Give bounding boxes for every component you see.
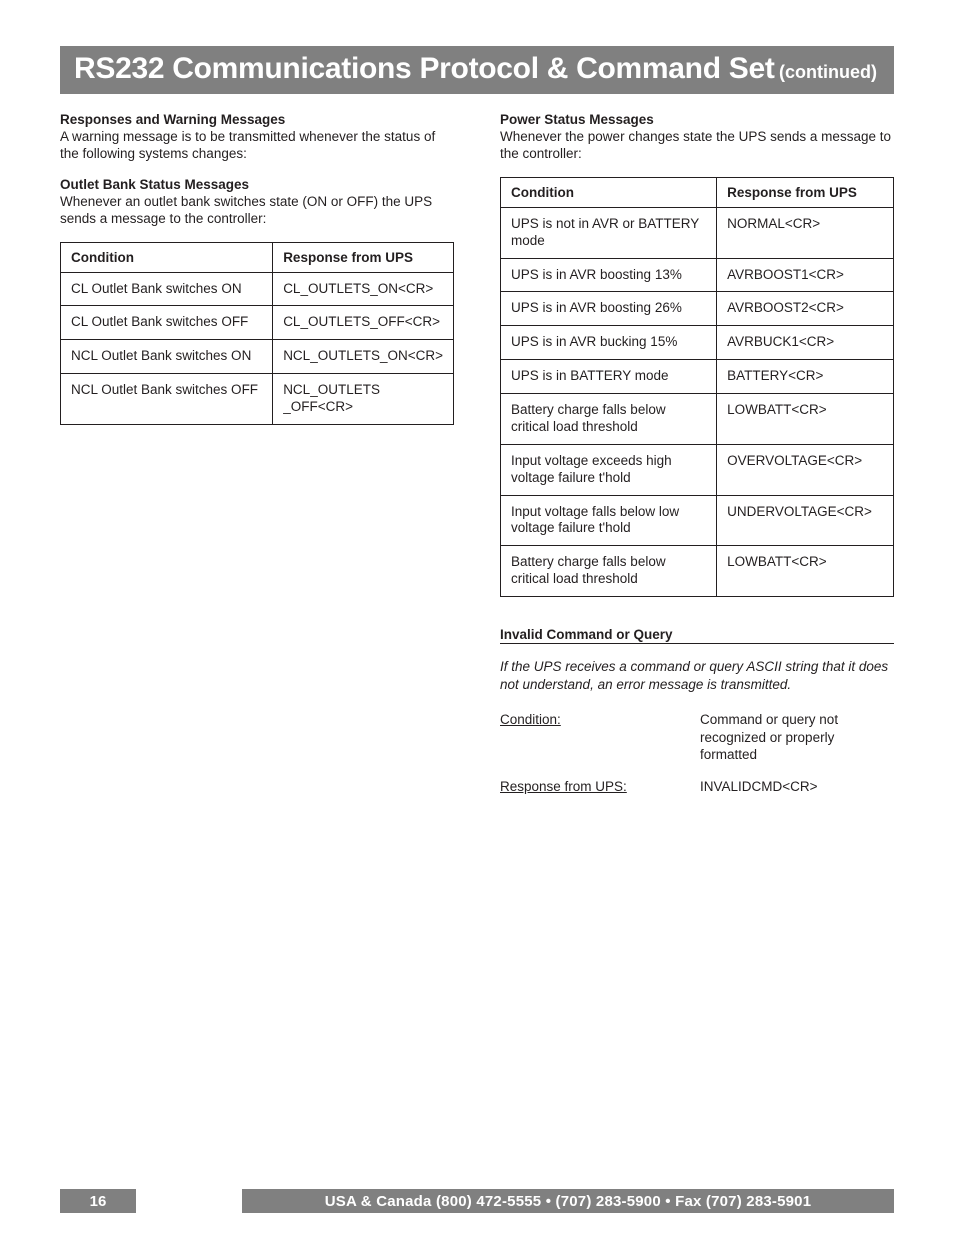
th-condition: Condition <box>501 177 717 207</box>
cell-condition: Input voltage falls below low voltage fa… <box>501 495 717 546</box>
th-response: Response from UPS <box>717 177 894 207</box>
invalid-response-label: Response from UPS: <box>500 778 700 796</box>
footer-spacer <box>136 1189 242 1213</box>
page-title-continued: (continued) <box>779 62 877 82</box>
invalid-response-row: Response from UPS: INVALIDCMD<CR> <box>500 778 894 796</box>
invalid-condition-row: Condition: Command or query not recogniz… <box>500 711 894 764</box>
page-number: 16 <box>60 1189 136 1213</box>
table-row: UPS is in AVR boosting 26% AVRBOOST2<CR> <box>501 292 894 326</box>
cell-condition: Battery charge falls below critical load… <box>501 546 717 597</box>
cell-condition: NCL Outlet Bank switches OFF <box>61 374 273 425</box>
page-title-main: RS232 Communications Protocol & Command … <box>74 52 775 85</box>
cell-condition: UPS is in AVR bucking 15% <box>501 326 717 360</box>
cell-response: LOWBATT<CR> <box>717 394 894 445</box>
invalid-response-value: INVALIDCMD<CR> <box>700 778 894 796</box>
table-row: Input voltage exceeds high voltage failu… <box>501 444 894 495</box>
invalid-condition-label: Condition: <box>500 711 700 764</box>
cell-condition: CL Outlet Bank switches ON <box>61 272 273 306</box>
cell-condition: Input voltage exceeds high voltage failu… <box>501 444 717 495</box>
cell-response: UNDERVOLTAGE<CR> <box>717 495 894 546</box>
table-row: CL Outlet Bank switches ON CL_OUTLETS_ON… <box>61 272 454 306</box>
cell-response: LOWBATT<CR> <box>717 546 894 597</box>
para-responses-warning: A warning message is to be transmitted w… <box>60 129 454 163</box>
cell-response: AVRBOOST1<CR> <box>717 258 894 292</box>
table-row: NCL Outlet Bank switches OFF NCL_OUTLETS… <box>61 374 454 425</box>
cell-response: NCL_OUTLETS _OFF<CR> <box>273 374 454 425</box>
cell-response: NCL_OUTLETS_ON<CR> <box>273 340 454 374</box>
right-column: Power Status Messages Whenever the power… <box>500 112 894 809</box>
cell-condition: Battery charge falls below critical load… <box>501 394 717 445</box>
cell-response: BATTERY<CR> <box>717 360 894 394</box>
para-power-status: Whenever the power changes state the UPS… <box>500 129 894 163</box>
cell-condition: NCL Outlet Bank switches ON <box>61 340 273 374</box>
table-row: Battery charge falls below critical load… <box>501 546 894 597</box>
cell-response: CL_OUTLETS_ON<CR> <box>273 272 454 306</box>
heading-power-status: Power Status Messages <box>500 112 894 127</box>
cell-response: NORMAL<CR> <box>717 207 894 258</box>
th-condition: Condition <box>61 242 273 272</box>
table-row: UPS is not in AVR or BATTERY mode NORMAL… <box>501 207 894 258</box>
table-row: CL Outlet Bank switches OFF CL_OUTLETS_O… <box>61 306 454 340</box>
cell-response: OVERVOLTAGE<CR> <box>717 444 894 495</box>
cell-condition: UPS is in AVR boosting 13% <box>501 258 717 292</box>
cell-response: CL_OUTLETS_OFF<CR> <box>273 306 454 340</box>
heading-invalid-command: Invalid Command or Query <box>500 627 894 644</box>
invalid-condition-value: Command or query not recognized or prope… <box>700 711 894 764</box>
table-row: UPS is in AVR bucking 15% AVRBUCK1<CR> <box>501 326 894 360</box>
cell-condition: CL Outlet Bank switches OFF <box>61 306 273 340</box>
page-title-bar: RS232 Communications Protocol & Command … <box>60 46 894 94</box>
cell-response: AVRBOOST2<CR> <box>717 292 894 326</box>
heading-responses-warning: Responses and Warning Messages <box>60 112 454 127</box>
th-response: Response from UPS <box>273 242 454 272</box>
power-status-table: Condition Response from UPS UPS is not i… <box>500 177 894 597</box>
cell-condition: UPS is in AVR boosting 26% <box>501 292 717 326</box>
footer-contact: USA & Canada (800) 472-5555 • (707) 283-… <box>242 1189 894 1213</box>
table-row: UPS is in BATTERY mode BATTERY<CR> <box>501 360 894 394</box>
table-row: NCL Outlet Bank switches ON NCL_OUTLETS_… <box>61 340 454 374</box>
table-row: UPS is in AVR boosting 13% AVRBOOST1<CR> <box>501 258 894 292</box>
cell-condition: UPS is not in AVR or BATTERY mode <box>501 207 717 258</box>
cell-condition: UPS is in BATTERY mode <box>501 360 717 394</box>
table-row: Input voltage falls below low voltage fa… <box>501 495 894 546</box>
cell-response: AVRBUCK1<CR> <box>717 326 894 360</box>
para-outlet-bank: Whenever an outlet bank switches state (… <box>60 194 454 228</box>
page-footer: 16 USA & Canada (800) 472-5555 • (707) 2… <box>60 1189 894 1213</box>
heading-outlet-bank: Outlet Bank Status Messages <box>60 177 454 192</box>
outlet-bank-table: Condition Response from UPS CL Outlet Ba… <box>60 242 454 425</box>
left-column: Responses and Warning Messages A warning… <box>60 112 454 809</box>
table-row: Battery charge falls below critical load… <box>501 394 894 445</box>
para-invalid-command: If the UPS receives a command or query A… <box>500 658 894 693</box>
